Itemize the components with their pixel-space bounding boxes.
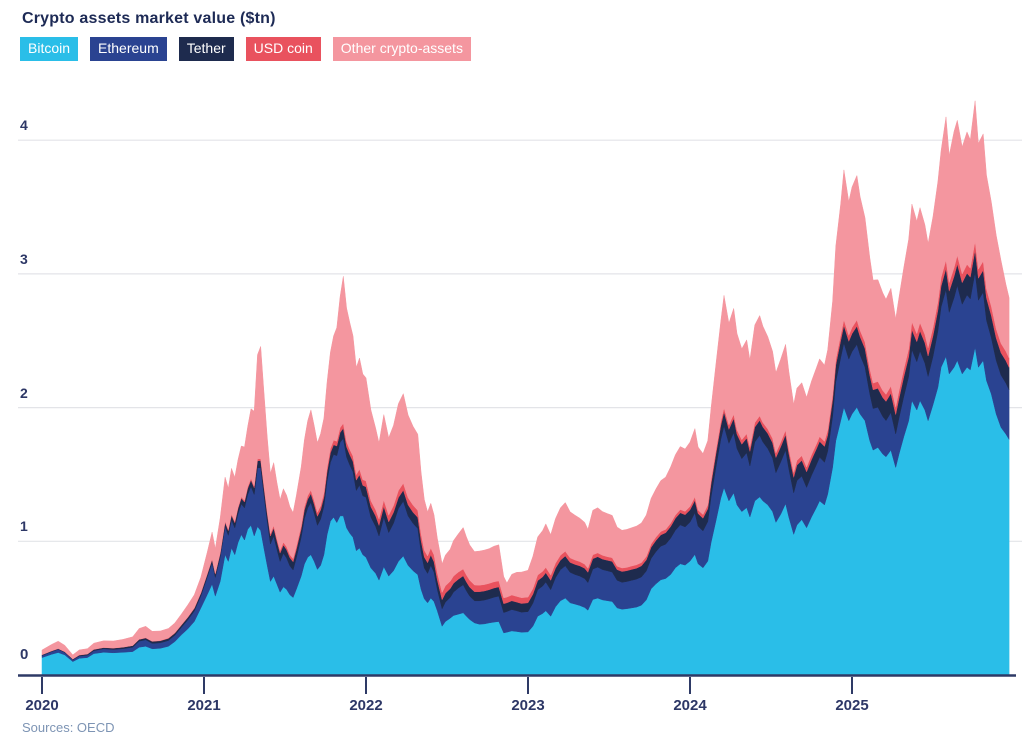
y-axis-label-3: 3: [20, 251, 28, 267]
legend: Bitcoin Ethereum Tether USD coin Other c…: [20, 37, 471, 61]
x-axis-label-2023: 2023: [511, 697, 545, 714]
legend-item-other-crypto-assets: Other crypto-assets: [332, 37, 471, 61]
y-axis-label-1: 1: [20, 518, 28, 534]
y-axis-label-4: 4: [20, 117, 28, 133]
x-axis-label-2025: 2025: [835, 697, 869, 714]
x-axis-label-2021: 2021: [187, 697, 221, 714]
y-axis-label-2: 2: [20, 385, 28, 401]
legend-item-bitcoin: Bitcoin: [20, 37, 79, 61]
x-axis-label-2024: 2024: [673, 697, 707, 714]
x-axis-label-2020: 2020: [25, 697, 59, 714]
legend-item-ethereum: Ethereum: [90, 37, 167, 61]
chart-title: Crypto assets market value ($tn): [22, 10, 276, 27]
legend-item-tether: Tether: [178, 37, 234, 61]
legend-item-usd-coin: USD coin: [245, 37, 321, 61]
y-axis-label-0: 0: [20, 646, 29, 663]
x-axis-label-2022: 2022: [349, 697, 383, 714]
source-attribution: Sources: OECD: [22, 720, 115, 735]
